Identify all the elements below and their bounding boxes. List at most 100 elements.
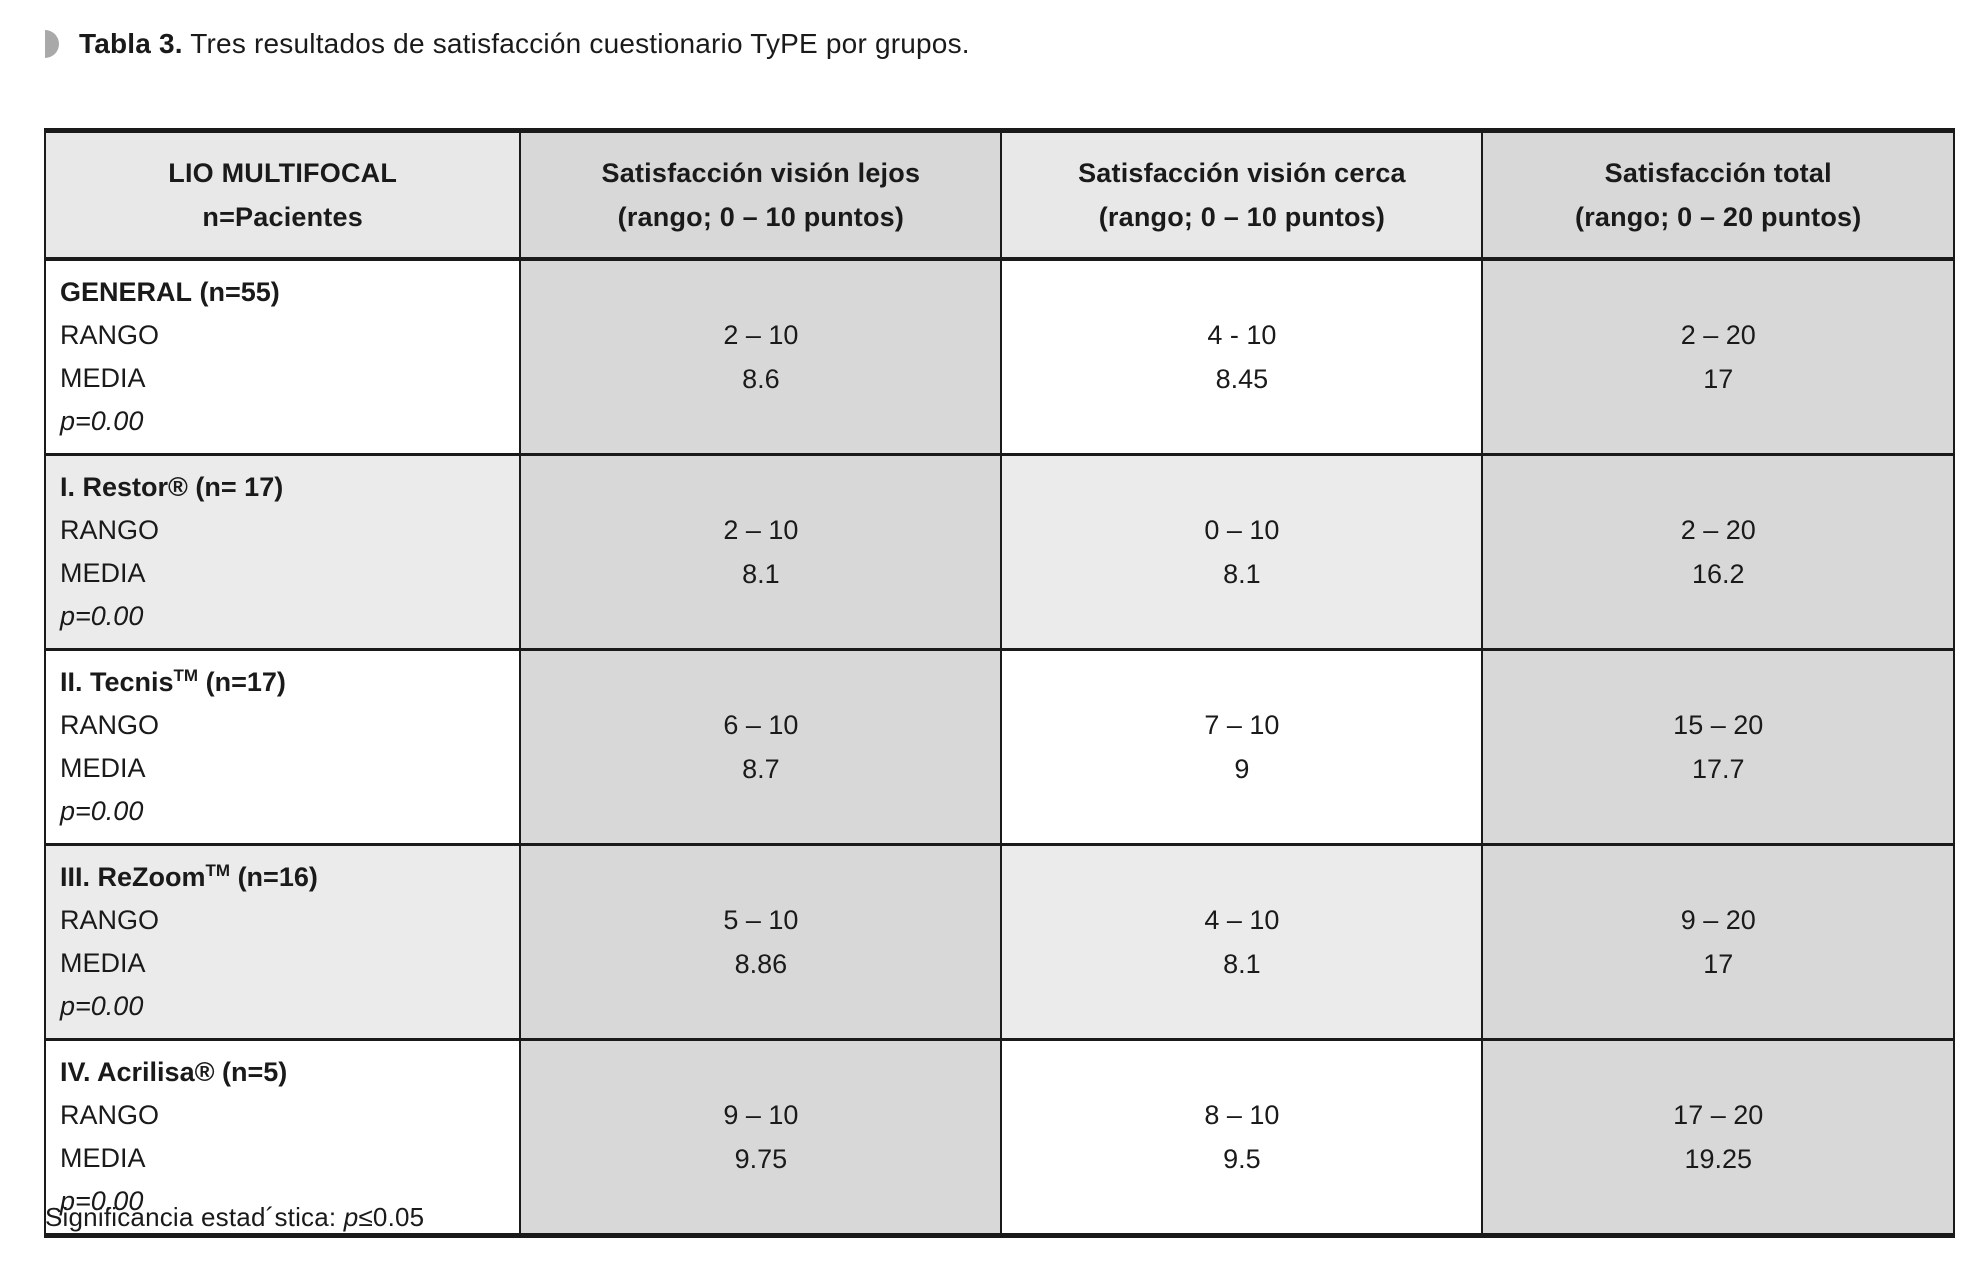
mean-value: 8.86 (734, 949, 788, 979)
value-cell-lejos: 9 – 10 9.75 (519, 1038, 1003, 1237)
trademark-sup: TM (205, 861, 231, 880)
value-cell-cerca: 4 – 10 8.1 (1000, 843, 1484, 1041)
media-label: MEDIA (60, 1143, 146, 1173)
column-header-lio: LIO MULTIFOCAL n=Pacientes (43, 129, 522, 261)
media-label: MEDIA (60, 948, 146, 978)
range-value: 2 – 20 (1680, 515, 1756, 545)
group-label: II. TecnisTM (n=17) (60, 666, 286, 697)
range-value: 7 – 10 (1204, 710, 1280, 740)
range-value: 4 - 10 (1207, 320, 1277, 350)
mean-value: 9.5 (1223, 1144, 1261, 1174)
p-value: p=0.00 (60, 796, 144, 826)
mean-value: 8.45 (1215, 364, 1269, 394)
trademark-sup: TM (173, 666, 199, 685)
table-row-rezoom: III. ReZoomTM (n=16) RANGO MEDIA p=0.00 … (43, 843, 1955, 1041)
group-label: I. Restor® (n= 17) (60, 472, 284, 502)
mean-value: 8.6 (742, 364, 780, 394)
value-cell-total: 9 – 20 17 (1481, 843, 1955, 1041)
value-cell-lejos: 6 – 10 8.7 (519, 648, 1003, 846)
range-value: 17 – 20 (1673, 1100, 1764, 1130)
group-cell: II. TecnisTM (n=17) RANGO MEDIA p=0.00 (43, 648, 522, 846)
table-title-label: Tabla 3. (79, 28, 183, 59)
range-value: 6 – 10 (723, 710, 799, 740)
mean-value: 8.7 (742, 754, 780, 784)
rango-label: RANGO (60, 320, 160, 350)
table-title-text: Tres resultados de satisfacción cuestion… (182, 28, 970, 59)
table-title: Tabla 3. Tres resultados de satisfacción… (79, 28, 970, 60)
range-value: 9 – 20 (1680, 905, 1756, 935)
section-marker-icon (45, 30, 59, 58)
mean-value: 17.7 (1691, 754, 1745, 784)
range-value: 2 – 20 (1680, 320, 1756, 350)
header-line1: Satisfacción visión cerca (1078, 158, 1406, 188)
column-header-cerca: Satisfacción visión cerca (rango; 0 – 10… (1000, 129, 1484, 261)
column-header-total: Satisfacción total (rango; 0 – 20 puntos… (1481, 129, 1955, 261)
group-cell: IV. Acrilisa® (n=5) RANGO MEDIA p=0.00 (43, 1038, 522, 1237)
mean-value: 17 (1703, 364, 1734, 394)
table-row-general: GENERAL (n=55) RANGO MEDIA p=0.00 2 – 10… (43, 258, 1955, 456)
mean-value: 19.25 (1684, 1144, 1753, 1174)
header-line2: n=Pacientes (202, 202, 363, 232)
value-cell-total: 15 – 20 17.7 (1481, 648, 1955, 846)
range-value: 9 – 10 (723, 1100, 799, 1130)
rango-label: RANGO (60, 905, 160, 935)
value-cell-total: 2 – 20 16.2 (1481, 453, 1955, 651)
footnote-p-symbol: p (343, 1202, 359, 1232)
column-header-lejos: Satisfacción visión lejos (rango; 0 – 10… (519, 129, 1003, 261)
header-line2: (rango; 0 – 20 puntos) (1575, 202, 1862, 232)
value-cell-lejos: 2 – 10 8.1 (519, 453, 1003, 651)
value-cell-cerca: 0 – 10 8.1 (1000, 453, 1484, 651)
group-cell: GENERAL (n=55) RANGO MEDIA p=0.00 (43, 258, 522, 456)
value-cell-total: 2 – 20 17 (1481, 258, 1955, 456)
mean-value: 8.1 (1223, 949, 1261, 979)
footnote-prefix: Significancia estad´stica: (45, 1202, 344, 1232)
range-value: 8 – 10 (1204, 1100, 1280, 1130)
header-line1: Satisfacción visión lejos (601, 158, 921, 188)
rango-label: RANGO (60, 710, 160, 740)
group-cell: III. ReZoomTM (n=16) RANGO MEDIA p=0.00 (43, 843, 522, 1041)
mean-value: 16.2 (1691, 559, 1745, 589)
range-value: 2 – 10 (723, 320, 799, 350)
header-row: LIO MULTIFOCAL n=Pacientes Satisfacción … (43, 129, 1955, 261)
group-cell: I. Restor® (n= 17) RANGO MEDIA p=0.00 (43, 453, 522, 651)
mean-value: 9.75 (734, 1144, 788, 1174)
footnote-value: ≤0.05 (358, 1202, 425, 1232)
value-cell-cerca: 8 – 10 9.5 (1000, 1038, 1484, 1237)
media-label: MEDIA (60, 558, 146, 588)
mean-value: 8.1 (742, 559, 780, 589)
rango-label: RANGO (60, 515, 160, 545)
media-label: MEDIA (60, 753, 146, 783)
range-value: 4 – 10 (1204, 905, 1280, 935)
rango-label: RANGO (60, 1100, 160, 1130)
group-label: III. ReZoomTM (n=16) (60, 861, 318, 892)
header-line2: (rango; 0 – 10 puntos) (617, 202, 905, 232)
range-value: 15 – 20 (1673, 710, 1764, 740)
group-label: IV. Acrilisa® (n=5) (60, 1057, 288, 1087)
p-value: p=0.00 (60, 406, 144, 436)
header-line2: (rango; 0 – 10 puntos) (1098, 202, 1386, 232)
table-caption: Tabla 3. Tres resultados de satisfacción… (45, 28, 970, 60)
mean-value: 17 (1703, 949, 1734, 979)
mean-value: 9 (1234, 754, 1250, 784)
value-cell-lejos: 2 – 10 8.6 (519, 258, 1003, 456)
table-row-restor: I. Restor® (n= 17) RANGO MEDIA p=0.00 2 … (43, 453, 1955, 651)
value-cell-cerca: 4 - 10 8.45 (1000, 258, 1484, 456)
value-cell-lejos: 5 – 10 8.86 (519, 843, 1003, 1041)
media-label: MEDIA (60, 363, 146, 393)
range-value: 5 – 10 (723, 905, 799, 935)
range-value: 2 – 10 (723, 515, 799, 545)
p-value: p=0.00 (60, 1186, 144, 1216)
p-value: p=0.00 (60, 601, 144, 631)
header-line1: Satisfacción total (1604, 158, 1832, 188)
group-label: GENERAL (n=55) (60, 277, 280, 307)
p-value: p=0.00 (60, 991, 144, 1021)
value-cell-cerca: 7 – 10 9 (1000, 648, 1484, 846)
significance-footnote: Significancia estad´stica: p≤0.05 (45, 1202, 424, 1233)
table-row-acrilisa: IV. Acrilisa® (n=5) RANGO MEDIA p=0.00 9… (43, 1038, 1955, 1237)
satisfaction-table: LIO MULTIFOCAL n=Pacientes Satisfacción … (43, 128, 1955, 1238)
value-cell-total: 17 – 20 19.25 (1481, 1038, 1955, 1237)
mean-value: 8.1 (1223, 559, 1261, 589)
table-row-tecnis: II. TecnisTM (n=17) RANGO MEDIA p=0.00 6… (43, 648, 1955, 846)
range-value: 0 – 10 (1204, 515, 1280, 545)
